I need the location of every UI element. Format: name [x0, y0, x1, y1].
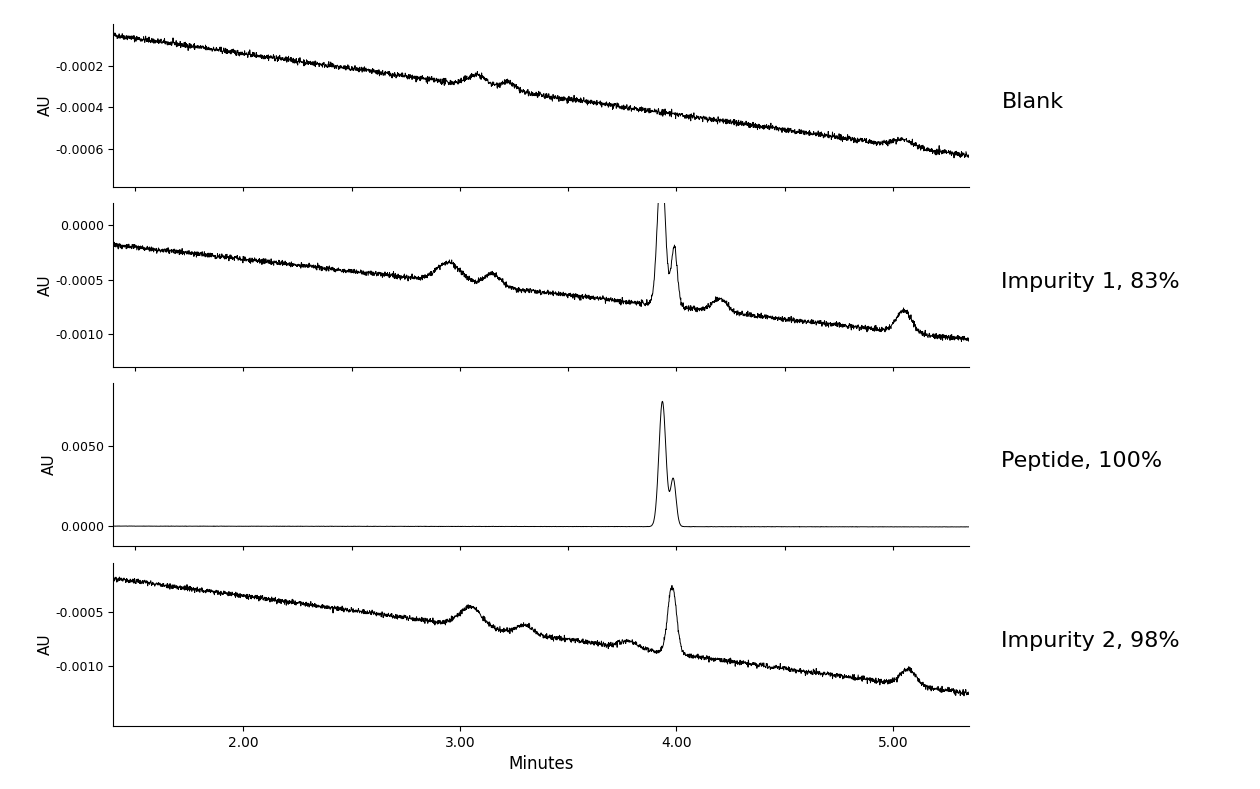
Y-axis label: AU: AU	[38, 95, 53, 116]
Y-axis label: AU: AU	[38, 274, 53, 296]
Text: Impurity 1, 83%: Impurity 1, 83%	[1002, 271, 1181, 292]
Y-axis label: AU: AU	[42, 454, 57, 476]
Text: Peptide, 100%: Peptide, 100%	[1002, 451, 1163, 471]
X-axis label: Minutes: Minutes	[508, 755, 573, 773]
Text: Blank: Blank	[1002, 92, 1063, 112]
Y-axis label: AU: AU	[38, 634, 53, 655]
Text: Impurity 2, 98%: Impurity 2, 98%	[1002, 631, 1181, 651]
